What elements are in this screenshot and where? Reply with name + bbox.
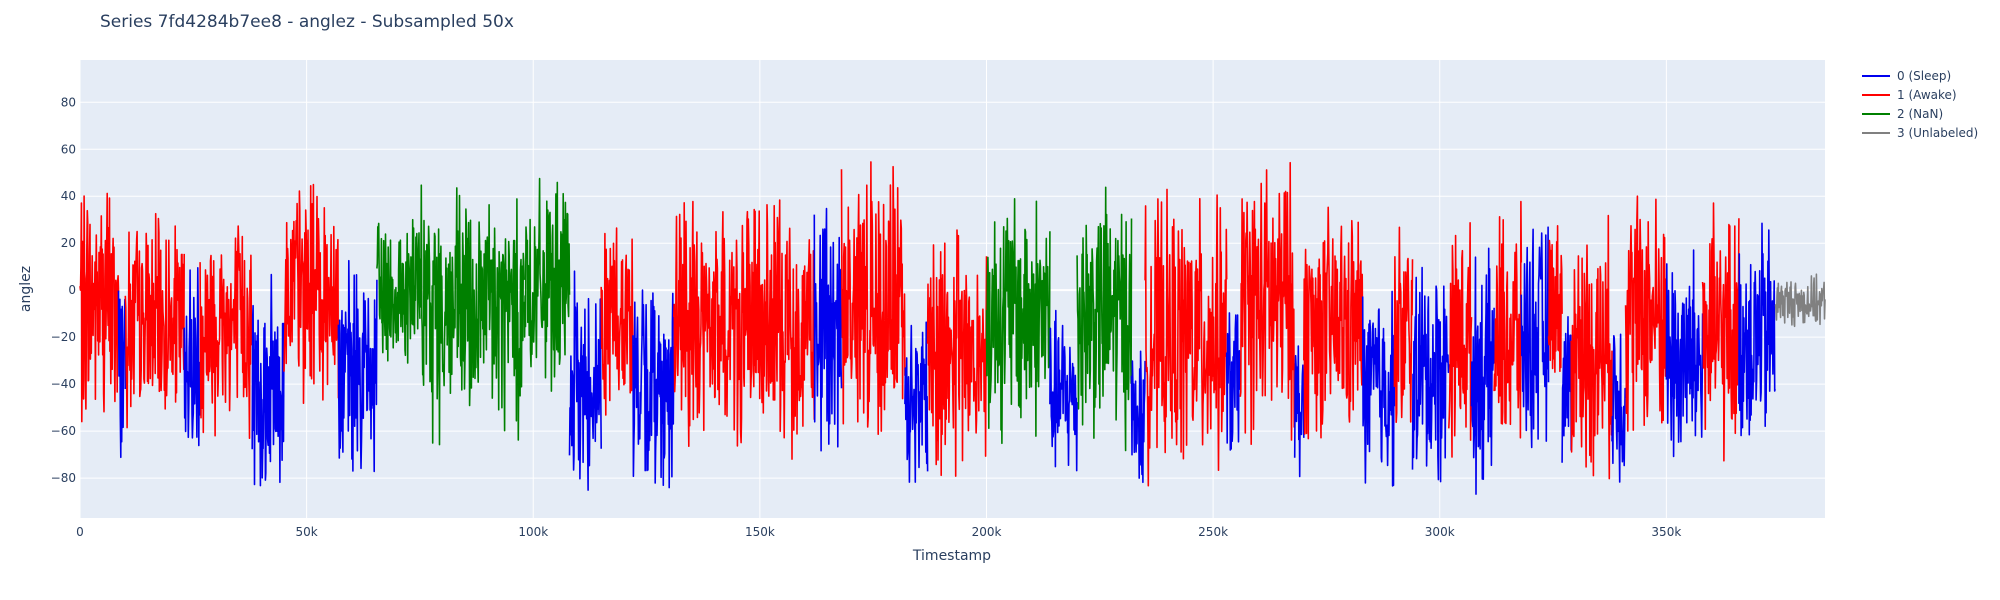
plot-background[interactable] xyxy=(80,60,1825,518)
series-segment xyxy=(840,161,906,436)
series-segment xyxy=(199,225,253,440)
series-segment xyxy=(926,229,988,477)
series-segment xyxy=(1076,186,1133,452)
x-tick-label: 350k xyxy=(1651,525,1681,539)
series-segment xyxy=(1611,333,1627,483)
legend-swatch xyxy=(1862,93,1890,96)
series-segment xyxy=(117,290,127,459)
series-segment xyxy=(1303,206,1364,440)
y-tick-label: −60 xyxy=(51,424,76,438)
series-segment xyxy=(673,199,816,460)
y-tick-label: 20 xyxy=(61,236,76,250)
series-segment xyxy=(419,184,525,446)
legend-item[interactable]: 1 (Awake) xyxy=(1862,85,1978,104)
series-segment xyxy=(337,259,378,473)
series-segment xyxy=(1520,226,1550,449)
series-segment xyxy=(1393,226,1414,424)
y-tick-label: 40 xyxy=(61,189,76,203)
series-traces xyxy=(79,161,1826,495)
legend-label: 1 (Awake) xyxy=(1897,87,1957,102)
y-tick-label: 60 xyxy=(61,142,76,156)
legend-swatch xyxy=(1862,74,1890,77)
series-segment xyxy=(904,321,929,483)
series-segment xyxy=(1049,309,1078,472)
series-segment xyxy=(1411,266,1450,483)
legend-item[interactable]: 0 (Sleep) xyxy=(1862,66,1978,85)
x-tick-label: 250k xyxy=(1198,525,1228,539)
series-segment xyxy=(1561,315,1572,463)
y-tick-label: 80 xyxy=(61,95,76,109)
series-segment xyxy=(1570,214,1613,480)
series-segment xyxy=(985,198,1051,445)
series-segment xyxy=(1774,273,1826,328)
series-segment xyxy=(1225,312,1242,451)
series-segment xyxy=(376,218,421,364)
series-segment xyxy=(523,177,571,392)
legend-item[interactable]: 3 (Unlabeled) xyxy=(1862,123,1978,142)
series-segment xyxy=(1130,350,1146,484)
x-tick-label: 100k xyxy=(518,525,548,539)
series-segment xyxy=(251,273,285,487)
legend: 0 (Sleep) 1 (Awake) 2 (NaN) 3 (Unlabeled) xyxy=(1862,66,1978,142)
series-segment xyxy=(632,289,675,489)
series-segment xyxy=(1448,222,1473,458)
series-segment xyxy=(183,266,201,447)
series-segment xyxy=(124,212,185,429)
x-tick-label: 50k xyxy=(296,525,318,539)
series-segment xyxy=(283,183,340,405)
series-segment xyxy=(1361,290,1396,487)
y-tick-label: −20 xyxy=(51,330,76,344)
series-segment xyxy=(1665,249,1704,458)
y-tick-label: 0 xyxy=(68,283,76,297)
series-segment xyxy=(600,227,634,416)
legend-label: 0 (Sleep) xyxy=(1897,68,1952,83)
series-segment xyxy=(1624,195,1668,432)
legend-label: 2 (NaN) xyxy=(1897,106,1944,121)
x-axis-title: Timestamp xyxy=(912,548,991,564)
x-tick-label: 200k xyxy=(972,525,1002,539)
y-tick-label: −80 xyxy=(51,471,76,485)
x-tick-label: 0 xyxy=(76,525,84,539)
series-segment xyxy=(79,192,120,423)
x-tick-label: 150k xyxy=(745,525,775,539)
y-axis-ticks: 80 60 40 20 0 −20 −40 −60 −80 xyxy=(51,95,76,485)
series-segment xyxy=(1493,200,1523,439)
series-segment xyxy=(1293,345,1305,478)
series-segment xyxy=(568,270,602,491)
chart-title: Series 7fd4284b7ee8 - anglez - Subsample… xyxy=(100,12,514,32)
series-segment xyxy=(1547,225,1563,373)
x-axis-ticks: 0 50k 100k 150k 200k 250k 300k 350k xyxy=(76,525,1681,539)
series-segment xyxy=(813,207,843,452)
y-axis-title: anglez xyxy=(18,266,34,312)
series-segment xyxy=(1239,161,1296,446)
series-segment xyxy=(1470,247,1495,495)
series-segment xyxy=(1701,202,1740,462)
legend-swatch xyxy=(1862,112,1890,115)
x-tick-label: 300k xyxy=(1425,525,1455,539)
y-tick-label: −40 xyxy=(51,377,76,391)
series-segment xyxy=(1738,222,1776,437)
series-segment xyxy=(1144,188,1228,487)
legend-label: 3 (Unlabeled) xyxy=(1897,125,1979,140)
legend-item[interactable]: 2 (NaN) xyxy=(1862,104,1978,123)
legend-swatch xyxy=(1862,131,1890,134)
